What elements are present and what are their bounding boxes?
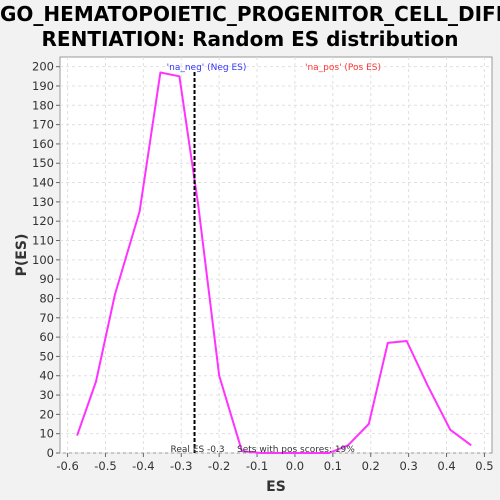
x-tick-label: -0.2 [208, 459, 230, 473]
y-tick-label: 180 [32, 98, 54, 112]
axis-ticks: 0 10 20 30 40 50 60 70 80 90 100 110 120 130 140 150 160… [32, 60, 494, 473]
pos-es-label: 'na_pos' (Pos ES) [305, 63, 381, 73]
series-layer [76, 71, 472, 454]
y-tick-label: 170 [32, 118, 54, 132]
y-tick-label: 90 [39, 272, 54, 286]
x-tick-label: -0.1 [246, 459, 268, 473]
x-axis-label: ES [266, 479, 286, 495]
y-tick-label: 120 [32, 214, 54, 228]
annotations: 'na_neg' (Neg ES) 'na_pos' (Pos ES) Real E… [167, 63, 381, 455]
x-tick-label: 0.4 [437, 459, 455, 473]
x-tick-label: -0.5 [94, 459, 116, 473]
x-tick-label: -0.4 [132, 459, 154, 473]
y-tick-label: 40 [39, 369, 54, 383]
y-tick-label: 130 [32, 195, 54, 209]
x-tick-label: -0.3 [170, 459, 192, 473]
y-tick-label: 150 [32, 156, 54, 170]
y-tick-label: 160 [32, 137, 54, 151]
y-tick-label: 190 [32, 79, 54, 93]
y-tick-label: 200 [32, 60, 54, 74]
neg-es-label: 'na_neg' (Neg ES) [167, 63, 247, 73]
y-tick-label: 50 [39, 349, 54, 363]
chart-title-line-1: GO_HEMATOPOIETIC_PROGENITOR_CELL_DIFFE [0, 2, 500, 26]
x-tick-label: 0.1 [324, 459, 342, 473]
es-distribution-line [76, 71, 472, 454]
y-tick-label: 10 [39, 427, 54, 441]
chart-title-line-2: RENTIATION: Random ES distribution [41, 27, 459, 51]
x-tick-label: 0.2 [362, 459, 380, 473]
y-tick-label: 140 [32, 176, 54, 190]
y-tick-label: 110 [32, 234, 54, 248]
x-tick-label: 0.0 [286, 459, 304, 473]
x-tick-label: 0.5 [475, 459, 493, 473]
y-axis-label: P(ES) [14, 234, 30, 277]
y-tick-label: 0 [47, 446, 54, 460]
x-tick-label: 0.3 [399, 459, 417, 473]
x-tick-label: -0.6 [56, 459, 78, 473]
y-tick-label: 80 [39, 291, 54, 305]
pos-sets-label: Sets with pos scores: 19% [237, 445, 355, 455]
y-tick-label: 60 [39, 330, 54, 344]
plot-area [59, 56, 493, 454]
y-tick-label: 20 [39, 407, 54, 421]
y-tick-label: 70 [39, 311, 54, 325]
grid [60, 57, 492, 454]
real-es-label: Real ES -0.3 [171, 445, 225, 455]
y-tick-label: 100 [32, 253, 54, 267]
y-tick-label: 30 [39, 388, 54, 402]
